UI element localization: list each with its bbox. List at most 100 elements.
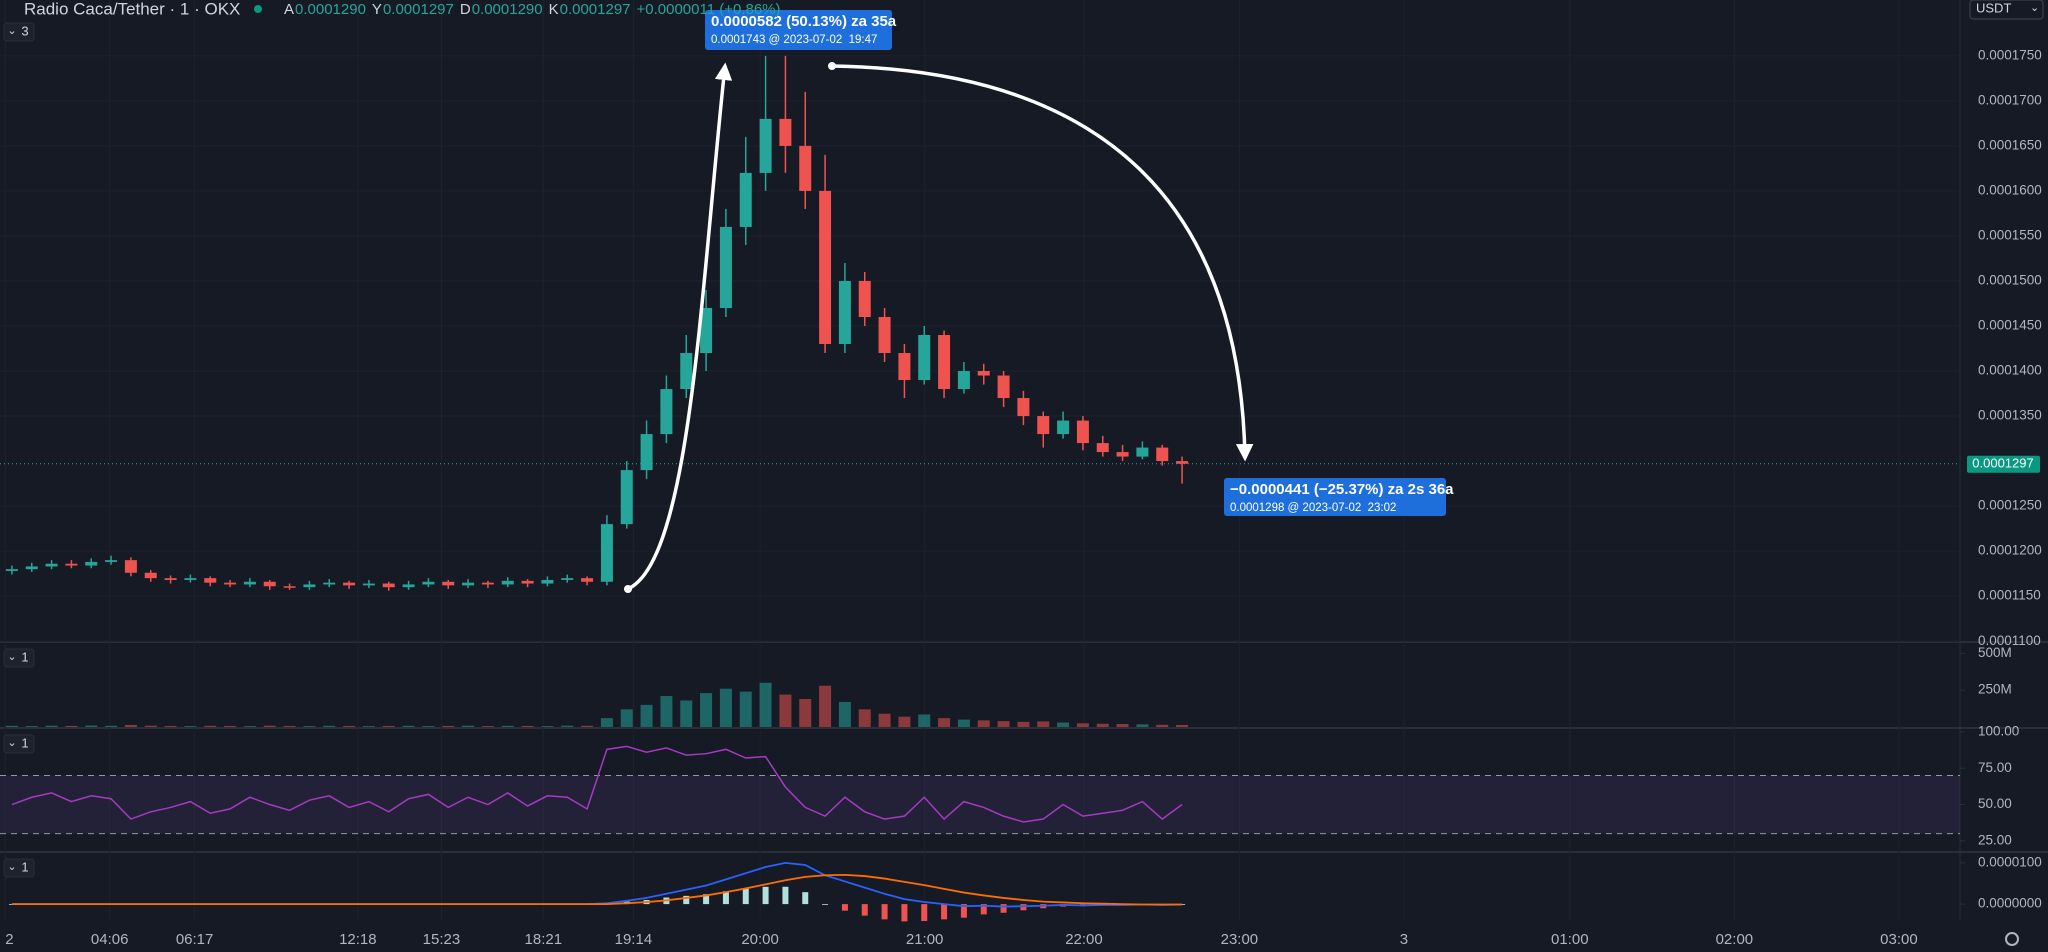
change-value: +0.0000011 (+0.86%) (637, 1, 781, 18)
candle-body (561, 578, 574, 580)
candle-body (422, 581, 435, 585)
candle-body (1096, 443, 1109, 453)
volume-bar (362, 726, 375, 727)
y-tick-label: 0.0001450 (1978, 318, 2042, 333)
candle-body (283, 586, 296, 588)
candle-body (1156, 447, 1169, 462)
candle-body (1116, 452, 1129, 457)
pane-toggle[interactable] (3, 858, 35, 878)
pane-label: 1 (21, 735, 28, 750)
pane-toggle[interactable] (3, 648, 35, 668)
currency-chevron: ⌄ (2030, 2, 2039, 14)
currency-label: USDT (1976, 0, 2011, 15)
volume-bar (898, 716, 911, 727)
volume-bar (323, 725, 336, 727)
macd-histogram-bar (841, 904, 848, 911)
currency-button[interactable] (1969, 0, 2044, 20)
symbol-title: Radio Caca/Tether · 1 · OKX (24, 0, 240, 18)
volume-bar (422, 726, 435, 727)
candle-body (25, 566, 38, 570)
candle-body (382, 583, 395, 588)
pane-label: 3 (21, 23, 28, 38)
candle-body (224, 582, 237, 585)
y-tick-label: 0.0001150 (1978, 588, 2041, 603)
time-label: 04:06 (91, 931, 129, 948)
volume-bar (700, 693, 713, 727)
macd-histogram-bar (703, 894, 710, 905)
candle-body (85, 561, 98, 566)
y-tick-label: 100.00 (1978, 723, 2019, 738)
macd-histogram-bar (861, 904, 868, 916)
volume-bar (799, 699, 812, 727)
y-tick-label: 0.0001400 (1978, 363, 2042, 378)
y-tick-label: 0.0001100 (1978, 633, 2041, 648)
candle-body (620, 470, 633, 525)
candle-body (124, 560, 137, 573)
volume-bar (402, 725, 415, 727)
volume-bar (719, 688, 732, 727)
y-tick-label: 25.00 (1978, 832, 2012, 847)
volume-bar (1156, 724, 1169, 727)
candle-body (1057, 420, 1070, 435)
time-label: 3 (1400, 931, 1408, 948)
volume-bar (1076, 723, 1089, 727)
candle-body (660, 389, 673, 435)
volume-bar (600, 718, 613, 727)
pane-chevron: ⌄ (7, 861, 16, 873)
macd-histogram-bar (683, 895, 690, 905)
candle-body (700, 307, 713, 354)
time-label: 01:00 (1551, 931, 1589, 948)
volume-bar (343, 725, 356, 727)
macd-histogram-bar (722, 891, 729, 905)
volume-bar (263, 725, 276, 727)
volume-bar (581, 725, 594, 727)
ohlc-value: 0.0001290 (295, 1, 366, 18)
ohlc-key: K (549, 1, 559, 18)
volume-bar (977, 720, 990, 727)
time-label: 06:17 (176, 931, 214, 948)
y-tick-label: 0.0001250 (1978, 498, 2042, 513)
candle-body (5, 569, 18, 571)
candle-body (45, 563, 58, 567)
candle-body (918, 335, 931, 381)
volume-bar (45, 725, 58, 727)
measure-headline: 0.0000582 (50.13%) za 35a (711, 13, 897, 30)
volume-bar (858, 709, 871, 727)
candle-body (600, 524, 613, 582)
y-tick-label: 0.0001750 (1978, 47, 2042, 62)
volume-bar (105, 725, 118, 727)
volume-bar (224, 725, 237, 727)
volume-bar (1057, 722, 1070, 727)
time-label: 2 (5, 931, 13, 948)
macd-histogram-bar (941, 904, 948, 920)
volume-bar (957, 719, 970, 727)
macd-histogram-bar (960, 904, 967, 918)
volume-bar (878, 713, 891, 727)
candle-body (1076, 420, 1089, 444)
candle-body (243, 581, 256, 585)
pane-label: 1 (21, 649, 28, 664)
settings-icon[interactable] (2005, 932, 2019, 946)
pane-toggle[interactable] (3, 22, 35, 42)
candle-body (362, 583, 375, 586)
volume-bar (541, 726, 554, 727)
pane-label: 1 (21, 859, 28, 874)
time-label: 15:23 (423, 931, 461, 948)
volume-bar (1096, 723, 1109, 727)
status-dot (254, 5, 262, 13)
macd-histogram-bar (980, 904, 987, 915)
candle-body (997, 375, 1010, 399)
candle-body (105, 560, 118, 562)
macd-histogram-bar (921, 904, 928, 921)
ohlc-key: D (460, 1, 471, 18)
volume-bar (85, 725, 98, 727)
volume-bar (303, 726, 316, 727)
ohlc-value: 0.0001290 (472, 1, 543, 18)
candle-body (1176, 461, 1189, 464)
volume-bar (204, 725, 217, 727)
pane-toggle[interactable] (3, 734, 35, 754)
rsi-band (0, 775, 1960, 834)
volume-bar (739, 691, 752, 727)
